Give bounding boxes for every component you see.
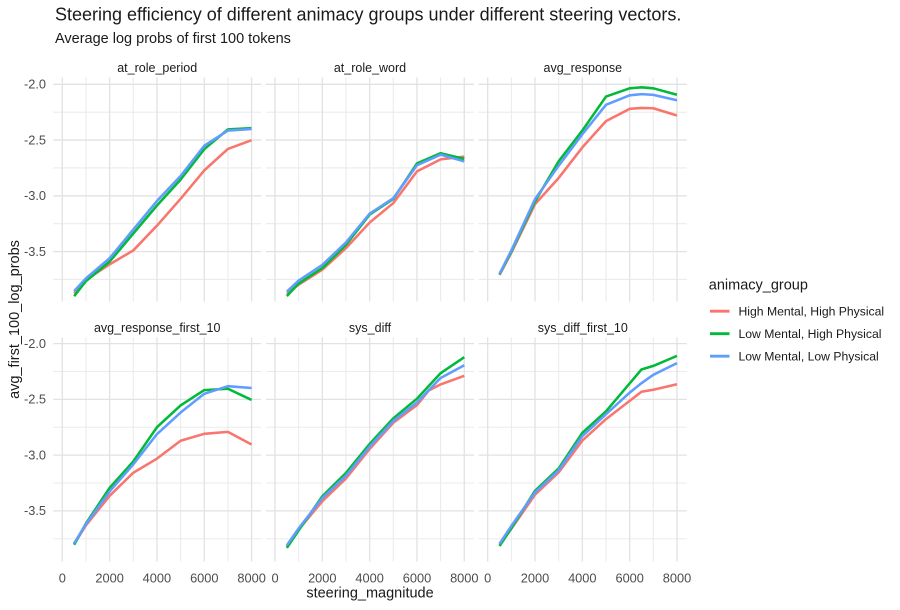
svg-text:0: 0 <box>59 571 66 586</box>
svg-text:Average log probs of first 100: Average log probs of first 100 tokens <box>55 31 291 47</box>
svg-text:8000: 8000 <box>450 571 478 586</box>
svg-text:-3.5: -3.5 <box>24 244 46 259</box>
svg-text:sys_diff: sys_diff <box>349 321 392 335</box>
svg-text:2000: 2000 <box>308 571 336 586</box>
svg-text:avg_response_first_10: avg_response_first_10 <box>94 321 221 335</box>
svg-text:0: 0 <box>484 571 491 586</box>
svg-text:6000: 6000 <box>615 571 643 586</box>
svg-text:Steering efficiency of differe: Steering efficiency of different animacy… <box>55 4 681 24</box>
svg-text:Low Mental, High Physical: Low Mental, High Physical <box>739 327 882 341</box>
svg-text:High Mental, High Physical: High Mental, High Physical <box>739 305 885 319</box>
svg-text:6000: 6000 <box>403 571 431 586</box>
svg-text:6000: 6000 <box>190 571 218 586</box>
svg-text:-2.0: -2.0 <box>24 77 46 92</box>
svg-text:steering_magnitude: steering_magnitude <box>306 586 433 602</box>
svg-text:2000: 2000 <box>95 571 123 586</box>
svg-text:8000: 8000 <box>237 571 265 586</box>
svg-text:avg_first_100_log_probs: avg_first_100_log_probs <box>7 240 23 399</box>
svg-text:sys_diff_first_10: sys_diff_first_10 <box>538 321 628 335</box>
svg-text:0: 0 <box>271 571 278 586</box>
svg-text:-2.5: -2.5 <box>24 132 46 147</box>
svg-text:4000: 4000 <box>143 571 171 586</box>
svg-text:at_role_period: at_role_period <box>117 61 197 75</box>
svg-text:avg_response: avg_response <box>544 61 623 75</box>
svg-text:-2.5: -2.5 <box>24 392 46 407</box>
svg-text:-3.0: -3.0 <box>24 447 46 462</box>
svg-text:4000: 4000 <box>568 571 596 586</box>
svg-text:at_role_word: at_role_word <box>334 61 406 75</box>
svg-text:-3.0: -3.0 <box>24 188 46 203</box>
svg-text:-2.0: -2.0 <box>24 336 46 351</box>
svg-text:Low Mental, Low Physical: Low Mental, Low Physical <box>739 350 879 364</box>
svg-text:-3.5: -3.5 <box>24 503 46 518</box>
svg-text:8000: 8000 <box>663 571 691 586</box>
svg-text:animacy_group: animacy_group <box>709 278 808 294</box>
svg-text:2000: 2000 <box>521 571 549 586</box>
svg-text:4000: 4000 <box>355 571 383 586</box>
